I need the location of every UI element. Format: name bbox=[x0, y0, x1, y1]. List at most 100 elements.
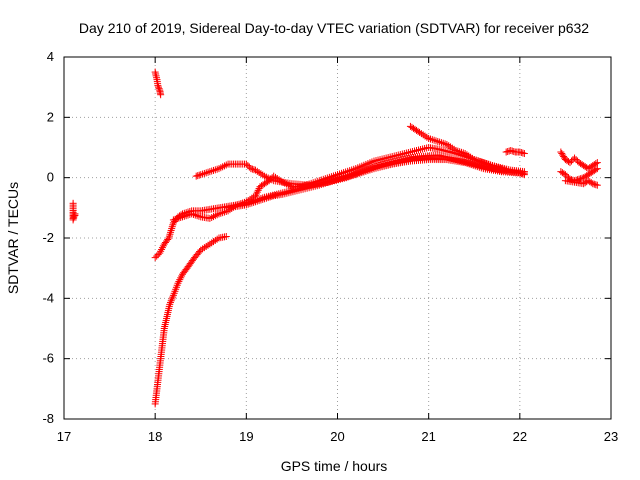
data-point bbox=[566, 159, 574, 167]
x-tick-label: 22 bbox=[513, 429, 527, 444]
data-point bbox=[520, 168, 528, 176]
data-point bbox=[267, 175, 275, 183]
data-point bbox=[421, 132, 429, 140]
data-point bbox=[472, 156, 480, 164]
data-point bbox=[246, 200, 254, 208]
data-point bbox=[206, 214, 214, 222]
chart-title: Day 210 of 2019, Sidereal Day-to-day VTE… bbox=[79, 20, 589, 36]
data-point bbox=[219, 209, 227, 217]
data-point bbox=[220, 208, 228, 216]
data-point bbox=[261, 172, 269, 180]
y-tick-label: 4 bbox=[47, 49, 54, 64]
y-tick-label: -6 bbox=[42, 351, 54, 366]
data-point bbox=[202, 169, 210, 177]
data-point bbox=[519, 149, 527, 157]
data-point bbox=[587, 179, 595, 187]
data-point bbox=[557, 148, 565, 156]
data-point bbox=[270, 172, 278, 180]
data-point bbox=[593, 181, 601, 189]
data-point bbox=[520, 150, 528, 158]
data-point bbox=[202, 242, 210, 250]
data-point bbox=[213, 165, 221, 173]
data-point bbox=[251, 192, 259, 200]
data-point bbox=[262, 194, 270, 202]
data-point bbox=[195, 171, 203, 179]
data-point bbox=[559, 151, 567, 159]
y-tick-label: -8 bbox=[42, 411, 54, 426]
x-tick-label: 20 bbox=[330, 429, 344, 444]
data-point bbox=[199, 245, 207, 253]
data-point bbox=[219, 163, 227, 171]
data-point bbox=[423, 133, 431, 141]
data-point bbox=[487, 161, 495, 169]
data-point bbox=[168, 295, 176, 303]
data-point bbox=[166, 300, 174, 308]
data-point bbox=[180, 212, 188, 220]
data-point bbox=[572, 156, 580, 164]
data-point bbox=[590, 180, 598, 188]
data-point bbox=[157, 247, 165, 255]
data-point bbox=[456, 148, 464, 156]
data-point bbox=[468, 154, 476, 162]
data-point bbox=[210, 238, 218, 246]
data-point bbox=[211, 166, 219, 174]
data-point bbox=[561, 171, 569, 179]
data-point bbox=[434, 137, 442, 145]
data-point bbox=[208, 239, 216, 247]
data-point bbox=[200, 169, 208, 177]
data-point bbox=[416, 128, 424, 136]
data-point bbox=[156, 249, 164, 257]
axis-ticks: 17 18 19 20 21 22 23 -8 -6 -4 -2 0 2 4 bbox=[42, 49, 618, 444]
data-point bbox=[253, 197, 261, 205]
data-point bbox=[516, 148, 524, 156]
data-point bbox=[206, 240, 214, 248]
data-point bbox=[220, 162, 228, 170]
data-point bbox=[436, 138, 444, 146]
data-point bbox=[211, 212, 219, 220]
data-point bbox=[443, 140, 451, 148]
data-point bbox=[430, 136, 438, 144]
data-point bbox=[275, 176, 283, 184]
data-points bbox=[69, 68, 601, 408]
data-point bbox=[171, 215, 179, 223]
data-point bbox=[490, 162, 498, 170]
data-point bbox=[474, 157, 482, 165]
data-point bbox=[244, 200, 252, 208]
y-tick-label: 0 bbox=[47, 170, 54, 185]
data-point bbox=[248, 199, 256, 207]
data-point bbox=[452, 147, 460, 155]
data-point bbox=[213, 211, 221, 219]
data-point bbox=[502, 148, 510, 156]
data-point bbox=[154, 82, 162, 90]
data-point bbox=[510, 148, 518, 156]
data-point bbox=[175, 277, 183, 285]
data-point bbox=[153, 252, 161, 260]
data-point bbox=[467, 153, 475, 161]
data-point bbox=[210, 166, 218, 174]
x-tick-label: 17 bbox=[57, 429, 71, 444]
data-point bbox=[177, 274, 185, 282]
data-point bbox=[279, 178, 287, 186]
data-point bbox=[169, 293, 177, 301]
data-point bbox=[577, 175, 585, 183]
data-point bbox=[169, 216, 177, 224]
data-point bbox=[167, 297, 175, 305]
data-point bbox=[167, 226, 175, 234]
data-point bbox=[282, 180, 290, 188]
data-point bbox=[558, 150, 566, 158]
data-point bbox=[215, 210, 223, 218]
data-point bbox=[253, 167, 261, 175]
data-point bbox=[592, 160, 600, 168]
x-tick-label: 19 bbox=[239, 429, 253, 444]
data-point bbox=[498, 165, 506, 173]
data-point bbox=[447, 143, 455, 151]
data-point bbox=[250, 198, 258, 206]
data-point bbox=[197, 246, 205, 254]
y-axis-label: SDTVAR / TECUs bbox=[5, 182, 21, 294]
data-point bbox=[268, 192, 276, 200]
data-point bbox=[251, 198, 259, 206]
data-point bbox=[560, 153, 568, 161]
data-point bbox=[157, 91, 165, 99]
data-point bbox=[463, 151, 471, 159]
data-point bbox=[589, 180, 597, 188]
